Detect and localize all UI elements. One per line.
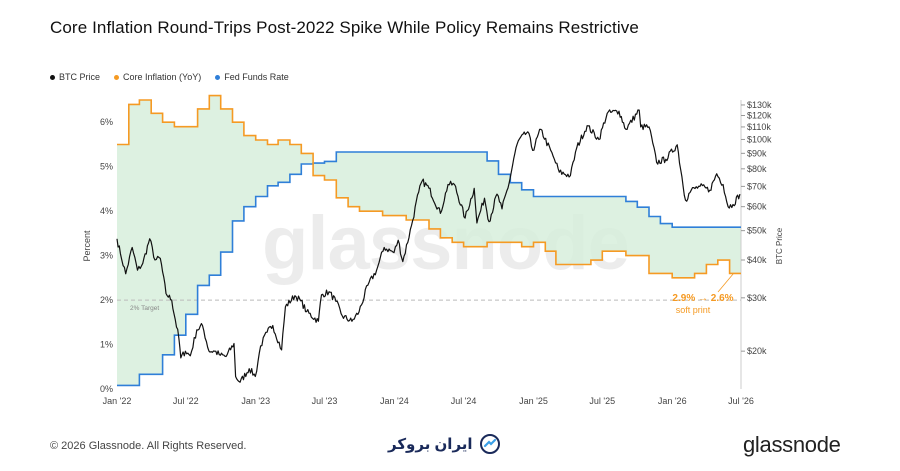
btc-price-line[interactable] [116, 109, 741, 383]
chart-legend: BTC Price Core Inflation (YoY) Fed Funds… [50, 72, 289, 82]
y-right-tick-label: $30k [747, 293, 767, 303]
target-label: 2% Target [130, 305, 159, 312]
y-left-tick-label: 2% [100, 295, 113, 305]
fed-funds-line[interactable] [117, 151, 741, 387]
y-left-tick-label: 6% [100, 117, 113, 127]
legend-item-core[interactable]: Core Inflation (YoY) [114, 72, 201, 82]
y-right-tick-label: $130k [747, 100, 772, 110]
trend-check-icon [479, 434, 500, 454]
x-tick-label: Jul '22 [173, 396, 199, 406]
x-tick-label: Jan '26 [658, 396, 687, 406]
y-left-axis-label: Percent [82, 230, 92, 262]
y-right-axis-label: BTC Price [775, 227, 784, 264]
annotation-leader-line [717, 273, 734, 293]
annotation-value: 2.9% → 2.6% [672, 293, 733, 304]
y-right-tick-label: $100k [747, 134, 772, 144]
y-left-tick-label: 0% [100, 384, 113, 394]
y-left-tick-label: 1% [100, 340, 113, 350]
spread-fill-area [117, 95, 741, 386]
y-right-tick-label: $70k [747, 181, 767, 191]
y-left-tick-label: 5% [100, 162, 113, 172]
legend-label-btc: BTC Price [59, 72, 101, 82]
legend-label-fed: Fed Funds Rate [224, 72, 289, 82]
fed-dot-icon [215, 74, 221, 80]
x-tick-label: Jul '24 [451, 396, 477, 406]
y-left-tick-label: 3% [100, 251, 113, 261]
y-right-tick-label: $90k [747, 148, 767, 158]
annotation-note: soft print [676, 305, 711, 315]
copyright-text: © 2026 Glassnode. All Rights Reserved. [50, 440, 247, 452]
core-inflation-line[interactable] [117, 94, 741, 279]
y-right-tick-label: $20k [747, 346, 767, 356]
partner-brand: ایران بروکر [388, 433, 501, 455]
y-right-tick-label: $80k [747, 164, 767, 174]
x-tick-label: Jan '24 [380, 396, 409, 406]
y-right-tick-label: $60k [747, 202, 767, 212]
x-tick-label: Jan '23 [241, 396, 270, 406]
btc-dot-icon [50, 74, 55, 80]
core-dot-icon [114, 74, 120, 80]
legend-item-btc[interactable]: BTC Price [50, 72, 100, 82]
partner-name: ایران بروکر [388, 436, 473, 453]
glassnode-logo[interactable]: glassnode [743, 432, 841, 457]
y-right-tick-label: $120k [747, 110, 772, 120]
x-tick-label: Jul '25 [589, 396, 615, 406]
y-right-tick-label: $40k [747, 255, 767, 265]
y-left-tick-label: 4% [100, 206, 113, 216]
y-right-tick-label: $110k [747, 122, 771, 132]
legend-item-fed[interactable]: Fed Funds Rate [215, 72, 289, 82]
legend-label-core: Core Inflation (YoY) [123, 72, 202, 82]
x-tick-label: Jan '22 [103, 396, 132, 406]
x-tick-label: Jul '23 [312, 396, 338, 406]
x-tick-label: Jan '25 [519, 396, 548, 406]
y-right-tick-label: $50k [747, 226, 767, 236]
chart-title: Core Inflation Round-Trips Post-2022 Spi… [50, 18, 639, 37]
x-tick-label: Jul '26 [728, 396, 754, 406]
